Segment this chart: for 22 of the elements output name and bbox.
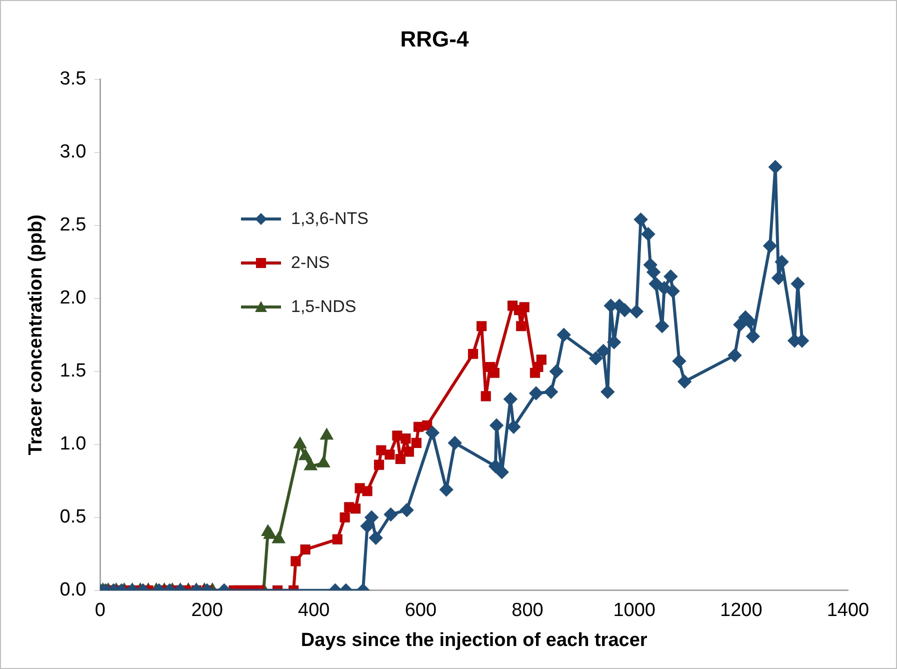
y-tick-label: 2.5 [60,214,86,236]
x-tick-label: 1400 [826,600,870,622]
x-tick-label: 600 [404,600,437,622]
x-tick-label: 1000 [613,600,656,622]
x-tick-label: 200 [191,600,223,622]
y-tick-label: 3.0 [60,142,86,163]
y-tick-label: 0.5 [60,506,86,528]
chart-title: RRG-4 [400,26,470,52]
legend-label: 1,3,6-NTS [291,209,368,229]
x-tick-label: 400 [298,600,330,622]
y-axis-title: Tracer concentration (ppb) [26,214,47,456]
y-tick-label: 1.0 [60,434,86,455]
y-tick-label: 2.0 [60,288,86,309]
y-tick-label: 0.0 [60,580,86,601]
x-tick-label: 800 [512,600,544,622]
y-tick-label: 1.5 [60,360,86,382]
x-axis-title: Days since the injection of each tracer [300,630,648,651]
legend-label: 2-NS [291,253,330,273]
y-tick-label: 3.5 [60,68,86,90]
legend-label: 1,5-NDS [291,297,356,317]
x-tick-label: 1200 [720,600,762,622]
x-tick-label: 0 [94,600,106,622]
